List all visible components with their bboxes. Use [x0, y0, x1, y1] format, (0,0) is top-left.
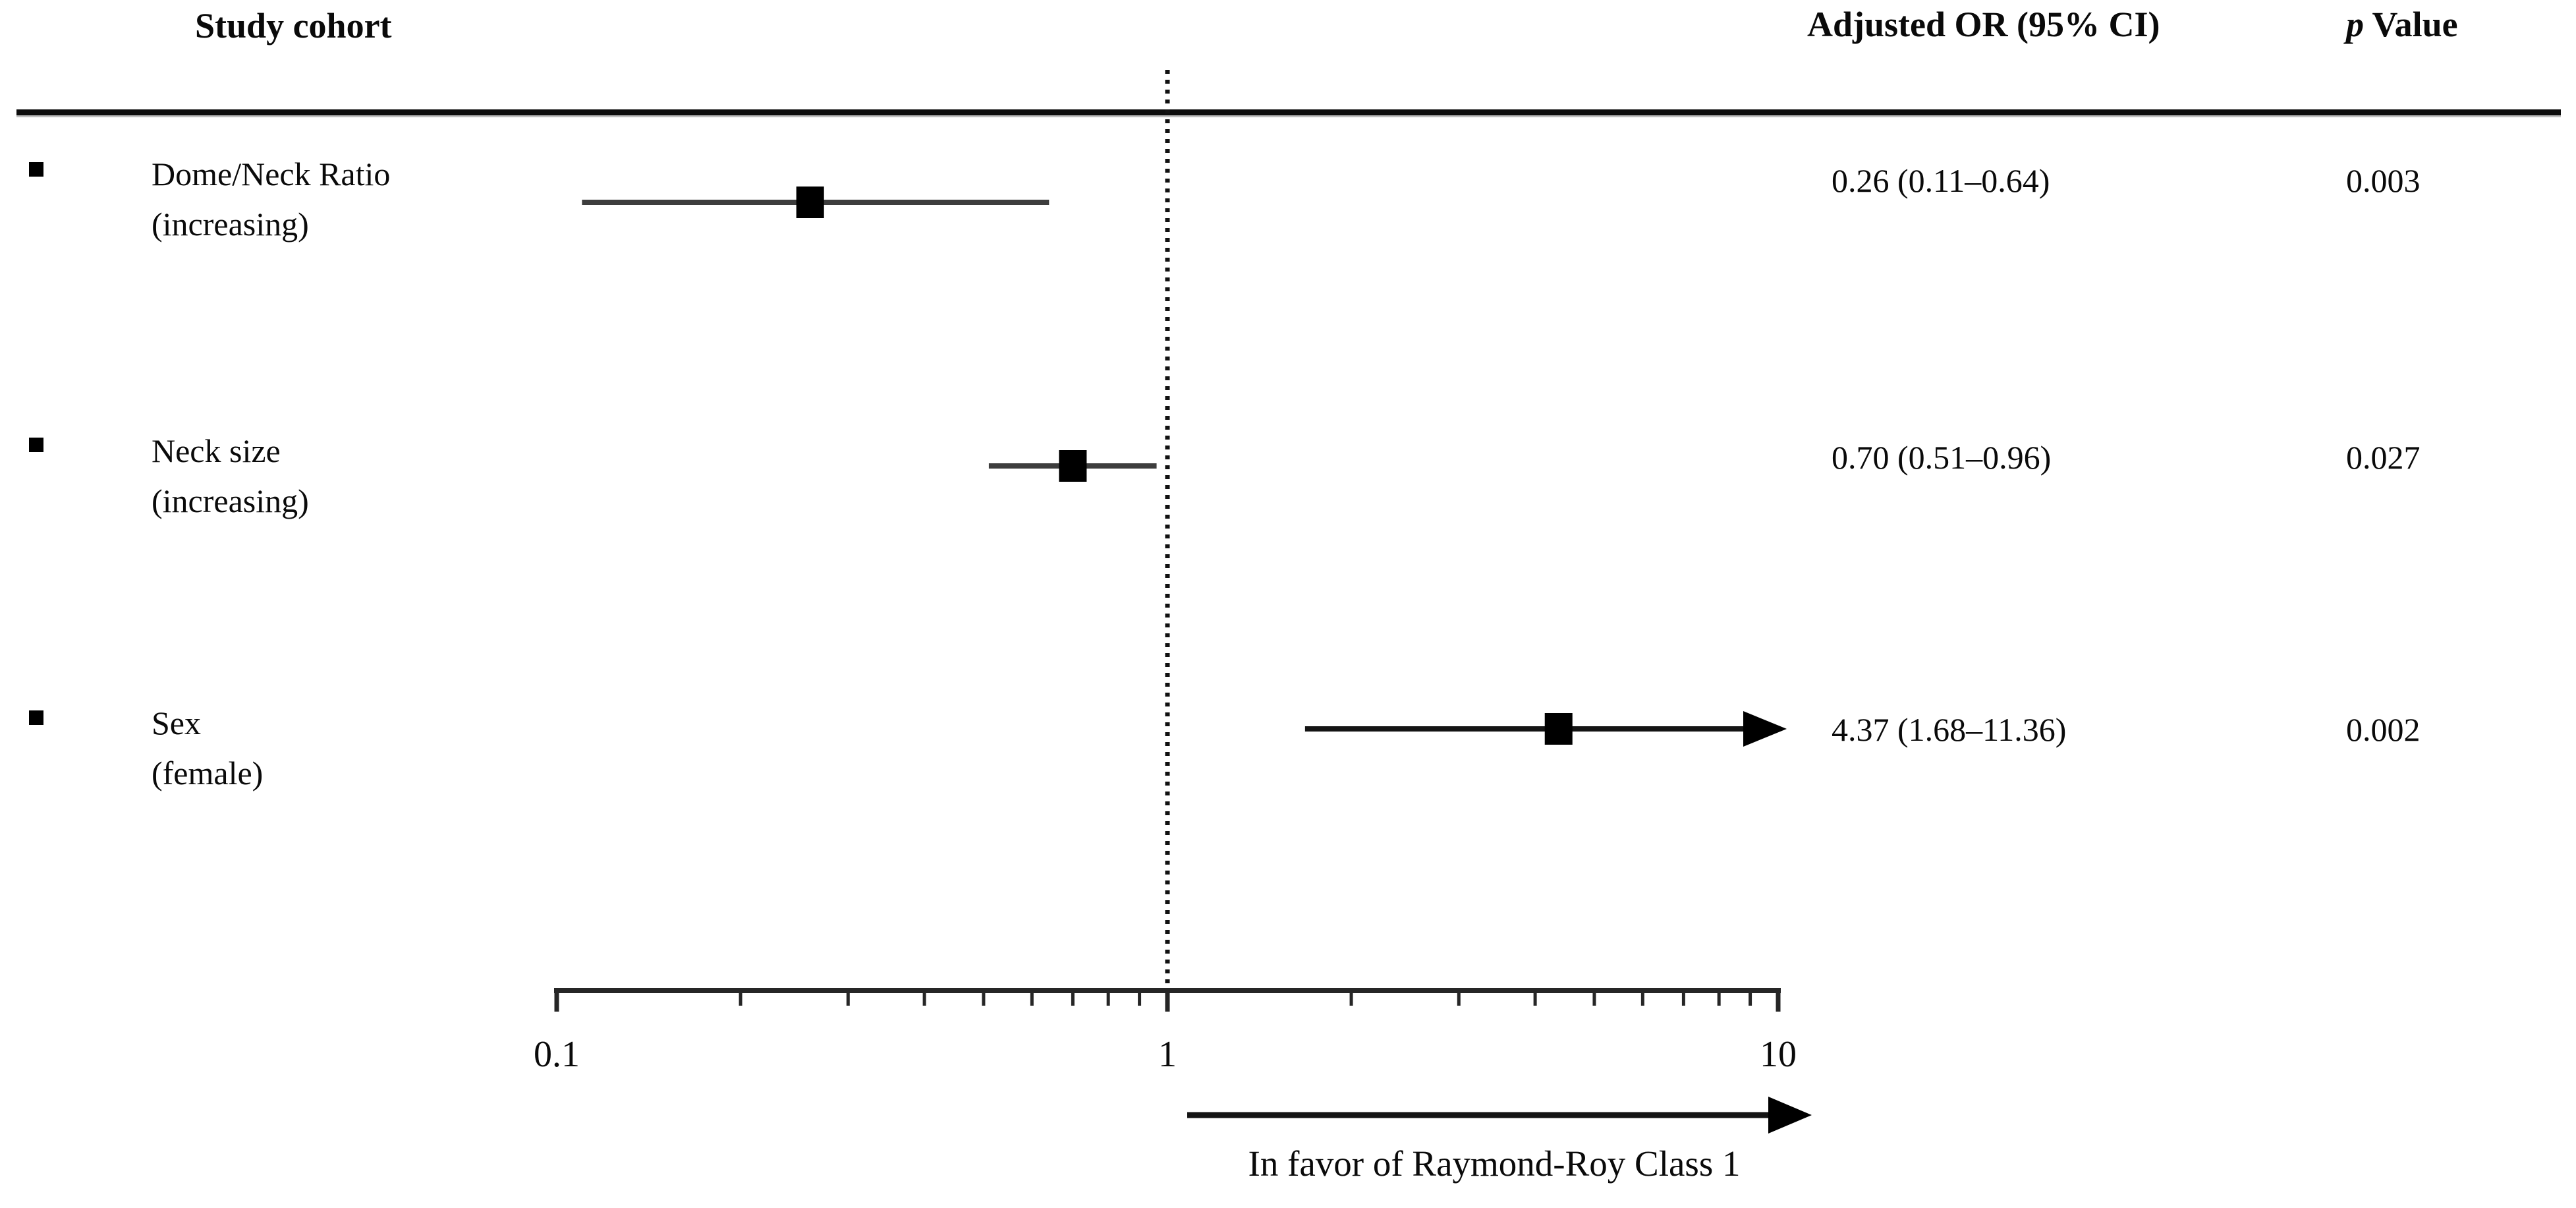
column-header-adjusted-or: Adjusted OR (95% CI): [1807, 5, 2160, 44]
x-axis-tick-label: 0.1: [534, 1034, 580, 1075]
column-header-p-value: p Value: [2346, 5, 2458, 44]
or-point-marker: [1544, 713, 1573, 745]
row-bullet: [29, 710, 43, 725]
p-value: 0.027: [2346, 439, 2421, 476]
row-label: Dome/Neck Ratio (increasing): [152, 149, 390, 249]
or-ci-value: 0.26 (0.11–0.64): [1832, 162, 2050, 199]
x-axis-tick-label: 1: [1158, 1034, 1177, 1075]
row-label-line1: Neck size: [152, 432, 281, 469]
header-rule: [16, 109, 2561, 115]
row-bullet: [29, 162, 43, 177]
row-label-line2: (increasing): [152, 482, 309, 519]
or-ci-value: 0.70 (0.51–0.96): [1832, 439, 2052, 476]
p-value-italic-p: p: [2346, 5, 2364, 44]
row-label-line1: Dome/Neck Ratio: [152, 156, 391, 192]
or-point-marker: [796, 187, 824, 218]
row-label: Neck size (increasing): [152, 426, 309, 526]
p-value: 0.002: [2346, 711, 2421, 748]
x-axis-tick-label: 10: [1760, 1034, 1797, 1075]
p-value-rest: Value: [2364, 5, 2458, 44]
row-label-line1: Sex: [152, 705, 201, 741]
or-ci-value: 4.37 (1.68–11.36): [1832, 711, 2067, 748]
column-header-study-cohort: Study cohort: [195, 6, 392, 45]
row-label-line2: (increasing): [152, 206, 309, 243]
p-value: 0.003: [2346, 162, 2421, 199]
ci-truncation-arrowhead: [1743, 711, 1787, 747]
row-label: Sex (female): [152, 698, 263, 798]
row-bullet: [29, 438, 43, 452]
favors-direction-label: In favor of Raymond-Roy Class 1: [1248, 1143, 1741, 1184]
row-label-line2: (female): [152, 755, 264, 791]
or-point-marker: [1059, 450, 1087, 482]
favors-arrowhead: [1768, 1097, 1812, 1134]
